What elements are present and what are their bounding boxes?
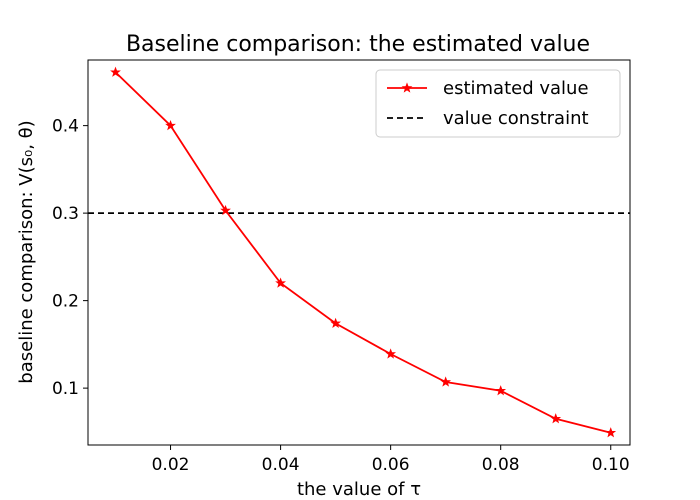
x-tick-label: 0.08: [482, 455, 520, 475]
data-point: [440, 376, 452, 387]
data-point: [110, 66, 121, 77]
x-axis: 0.02 0.04 0.06 0.08 0.10: [152, 445, 630, 475]
y-tick-label: 0.4: [52, 117, 79, 137]
data-point: [495, 385, 507, 396]
legend-constraint-label: value constraint: [443, 108, 589, 129]
y-tick-label: 0.2: [52, 292, 79, 312]
data-point: [330, 317, 342, 328]
legend-estimated-label: estimated value: [443, 78, 589, 99]
plot-area: [88, 66, 630, 438]
legend-estimated-marker: [401, 82, 413, 93]
y-axis: 0.1 0.2 0.3 0.4: [52, 117, 88, 399]
y-axis-label: baseline comparison: V(s₀, θ): [16, 120, 37, 383]
legend-box: [375, 69, 621, 138]
legend: estimated value value constraint: [375, 69, 621, 138]
data-point: [220, 204, 231, 216]
data-point: [385, 348, 397, 359]
x-axis-label: the value of τ: [297, 479, 421, 500]
chart-title: Baseline comparison: the estimated value: [126, 32, 590, 57]
plot-frame: [87, 59, 631, 446]
data-point: [165, 119, 176, 131]
data-point: [275, 277, 286, 288]
data-point: [605, 427, 617, 438]
x-tick-label: 0.04: [262, 455, 300, 475]
y-tick-label: 0.1: [52, 379, 79, 399]
data-point: [550, 413, 562, 424]
y-tick-label: 0.3: [52, 204, 79, 224]
x-tick-label: 0.10: [592, 455, 630, 475]
series-line-estimated-value: [114, 71, 611, 434]
x-tick-label: 0.02: [152, 455, 190, 475]
x-tick-label: 0.06: [372, 455, 410, 475]
legend-star-marker: [401, 82, 413, 93]
